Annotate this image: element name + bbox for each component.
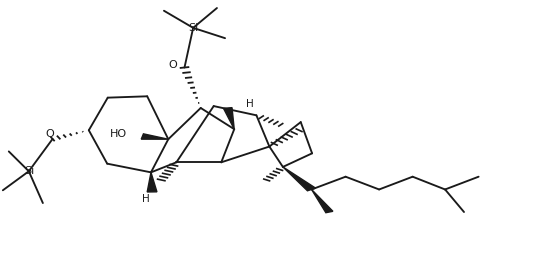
Text: H: H — [246, 99, 253, 109]
Polygon shape — [283, 167, 315, 191]
Text: O: O — [46, 129, 54, 138]
Text: HO: HO — [110, 129, 127, 138]
Polygon shape — [312, 189, 333, 213]
Text: O: O — [168, 60, 177, 70]
Text: Si: Si — [24, 166, 35, 176]
Polygon shape — [141, 134, 168, 139]
Polygon shape — [147, 172, 157, 192]
Text: Si: Si — [189, 23, 199, 33]
Polygon shape — [223, 108, 234, 129]
Text: H: H — [141, 194, 150, 204]
